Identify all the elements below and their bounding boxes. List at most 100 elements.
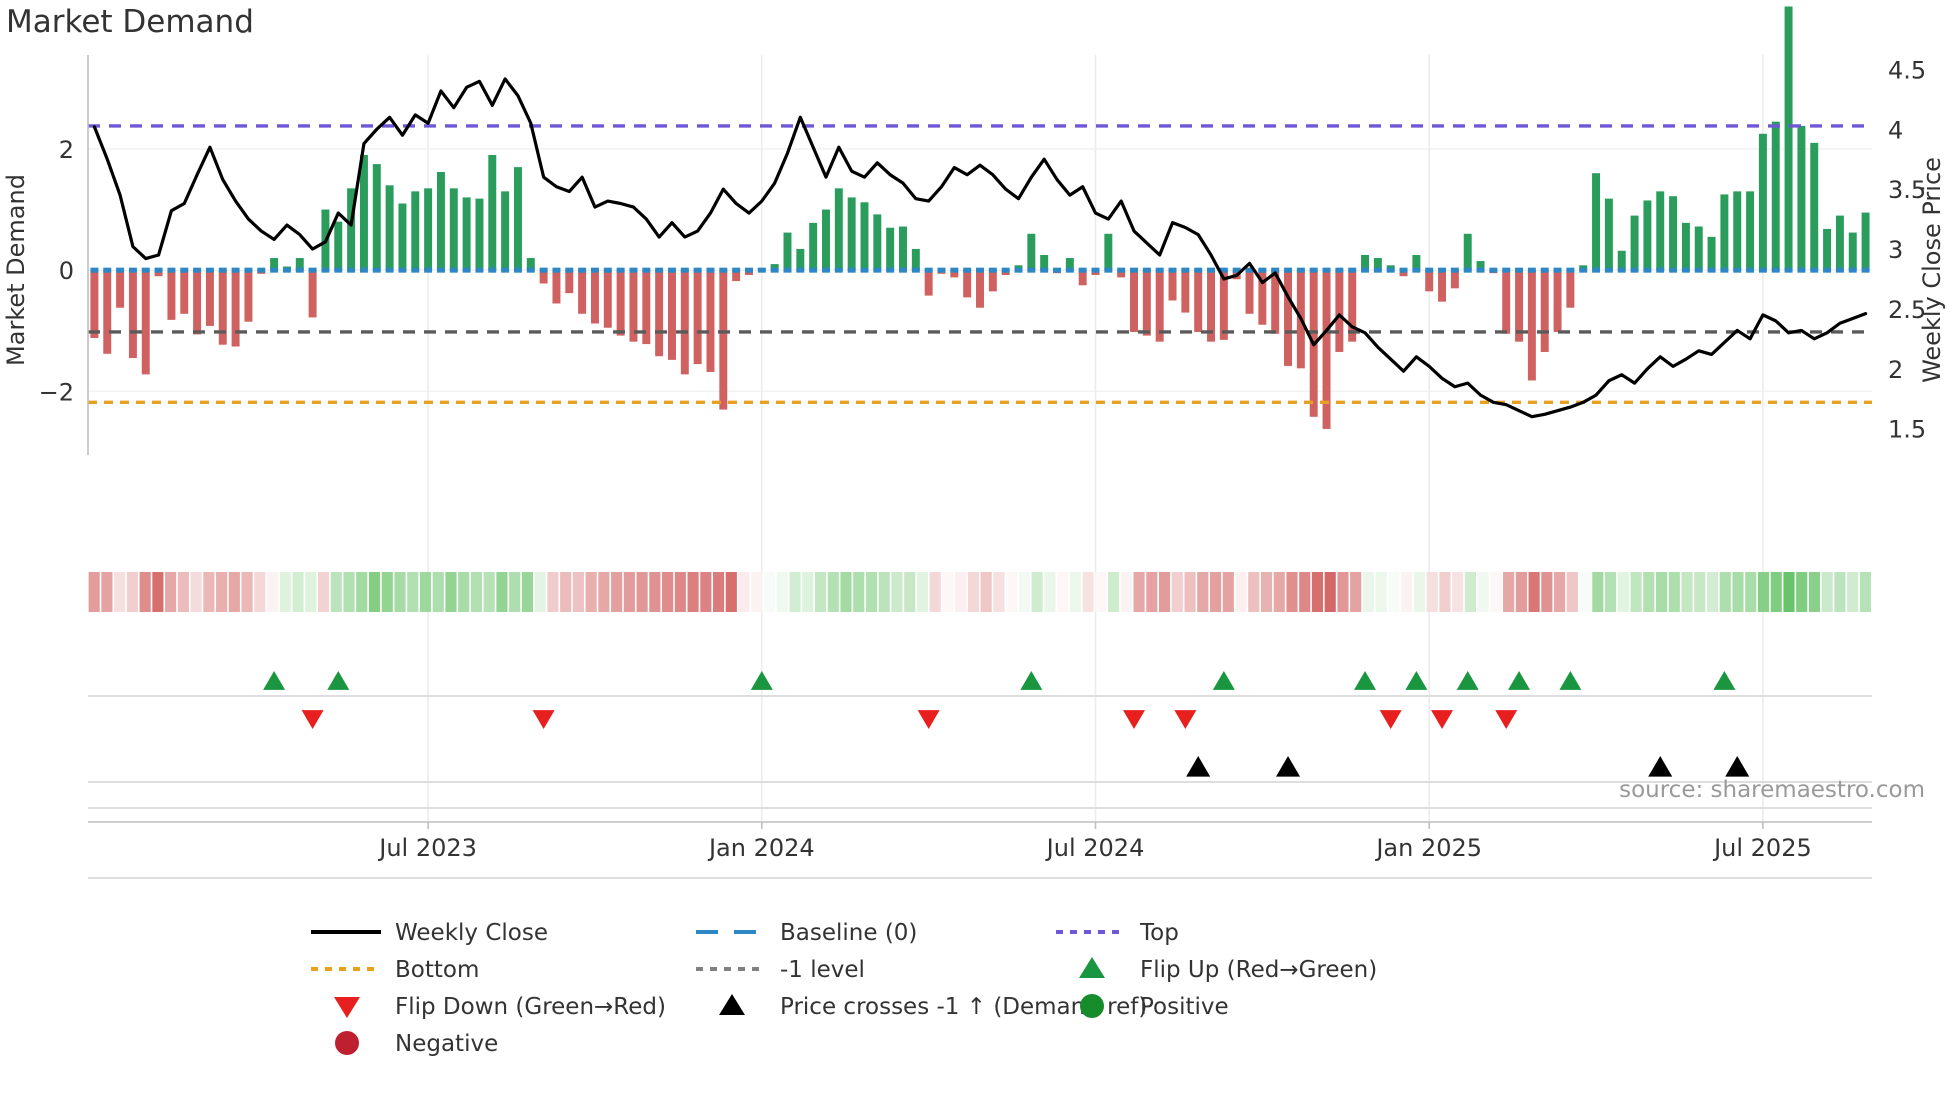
demand-bar (1219, 270, 1228, 340)
legend-triangle-up-icon (1079, 957, 1105, 978)
demand-bar (1681, 222, 1690, 271)
baseline-tick (334, 267, 343, 273)
heat-cell (1452, 572, 1464, 612)
baseline-tick (1040, 267, 1049, 273)
baseline-tick (218, 267, 227, 273)
legend-circle-icon (335, 1031, 359, 1055)
y-axis-right-tick: 4.5 (1888, 56, 1926, 84)
baseline-tick (1309, 267, 1318, 273)
demand-bar (218, 270, 227, 345)
heat-cell (1146, 572, 1158, 612)
legend-weekly-close[interactable]: Weekly Close (311, 920, 548, 946)
heat-cell (1796, 572, 1808, 612)
baseline-tick (180, 267, 189, 273)
legend-triangle-down-icon (334, 997, 360, 1018)
legend-flip-down[interactable]: Flip Down (Green→Red) (334, 994, 666, 1020)
baseline-tick (834, 267, 843, 273)
demand-bar (501, 191, 510, 271)
heat-cell (751, 572, 763, 612)
heat-cell (356, 572, 368, 612)
heat-cell (1069, 572, 1081, 612)
demand-bar (719, 270, 728, 410)
flip-down-marker (917, 710, 940, 729)
heat-cell (1821, 572, 1833, 612)
heat-cell (1528, 572, 1540, 612)
legend-minus-one[interactable]: -1 level (696, 957, 865, 983)
heat-cell (241, 572, 253, 612)
baseline-tick (1130, 267, 1138, 273)
baseline-tick (1669, 267, 1678, 273)
page-title: Market Demand (6, 4, 254, 40)
heat-cell (1286, 572, 1298, 612)
heat-cell (1655, 572, 1668, 612)
price-cross-marker (1276, 756, 1301, 777)
flip-down-marker (532, 710, 555, 729)
heat-cell (789, 572, 801, 612)
demand-bar (1810, 142, 1819, 271)
baseline-tick (424, 267, 433, 273)
baseline-tick (847, 267, 856, 273)
demand-bar (1617, 250, 1626, 271)
legend-label: Weekly Close (395, 920, 548, 946)
y-axis-left-tick: 2 (59, 136, 74, 164)
heat-cell (203, 572, 215, 612)
baseline-tick (1258, 267, 1267, 273)
heat-cell (1643, 572, 1655, 612)
baseline-tick (1361, 267, 1370, 273)
baseline-tick (128, 267, 137, 273)
heat-cell (445, 572, 457, 612)
legend-flip-up[interactable]: Flip Up (Red→Green) (1079, 957, 1377, 983)
heat-cell (865, 572, 878, 612)
heat-cell (814, 572, 827, 612)
flip-up-marker (1713, 671, 1736, 690)
baseline-tick (513, 267, 522, 273)
heat-cell (1235, 572, 1247, 612)
y-axis-right-tick: 2.5 (1888, 296, 1926, 324)
x-axis-tick: Jan 2024 (707, 834, 815, 862)
legend-baseline[interactable]: Baseline (0) (696, 920, 917, 946)
legend-top[interactable]: Top (1056, 920, 1179, 946)
baseline-tick (744, 267, 753, 273)
legend-bottom[interactable]: Bottom (311, 957, 479, 983)
heat-cell (228, 572, 240, 612)
chart-legend: Weekly Close Bottom Flip Down (Green→Red) N… (311, 920, 1377, 1057)
y-axis-right-tick: 1.5 (1888, 416, 1926, 444)
heat-cell (534, 572, 546, 612)
heat-cell (1477, 572, 1489, 612)
demand-bar (436, 171, 445, 271)
baseline-tick (1425, 267, 1434, 273)
demand-bar (834, 188, 843, 271)
heat-cell (381, 572, 393, 612)
demand-bar (1669, 196, 1678, 271)
baseline-tick (1848, 267, 1857, 273)
demand-bar (385, 185, 394, 271)
demand-bars (90, 6, 1870, 429)
baseline-tick (1643, 267, 1652, 273)
heat-cell (572, 572, 584, 612)
baseline-tick (732, 267, 741, 273)
baseline-tick (1450, 267, 1459, 273)
heat-cell (343, 572, 355, 612)
legend-positive[interactable]: Positive (1080, 994, 1229, 1020)
demand-bar (590, 270, 599, 324)
demand-bar (1604, 198, 1613, 271)
heat-cell (509, 572, 521, 612)
demand-bar (1643, 200, 1652, 271)
baseline-tick (1245, 267, 1254, 273)
demand-bar (809, 222, 818, 271)
heat-cell (1120, 572, 1132, 612)
demand-bar (578, 270, 587, 314)
demand-bar (822, 209, 830, 271)
heat-cell (88, 572, 100, 612)
demand-bar (1450, 270, 1459, 289)
baseline-tick (590, 267, 599, 273)
heat-cell (1783, 572, 1795, 612)
demand-bar (1373, 258, 1382, 271)
heat-cell (904, 572, 916, 612)
baseline-tick (1835, 267, 1844, 273)
demand-bar (796, 248, 805, 271)
heat-cell (763, 572, 776, 612)
demand-bar (180, 270, 189, 314)
baseline-tick (1527, 267, 1536, 273)
legend-negative[interactable]: Negative (335, 1031, 498, 1057)
